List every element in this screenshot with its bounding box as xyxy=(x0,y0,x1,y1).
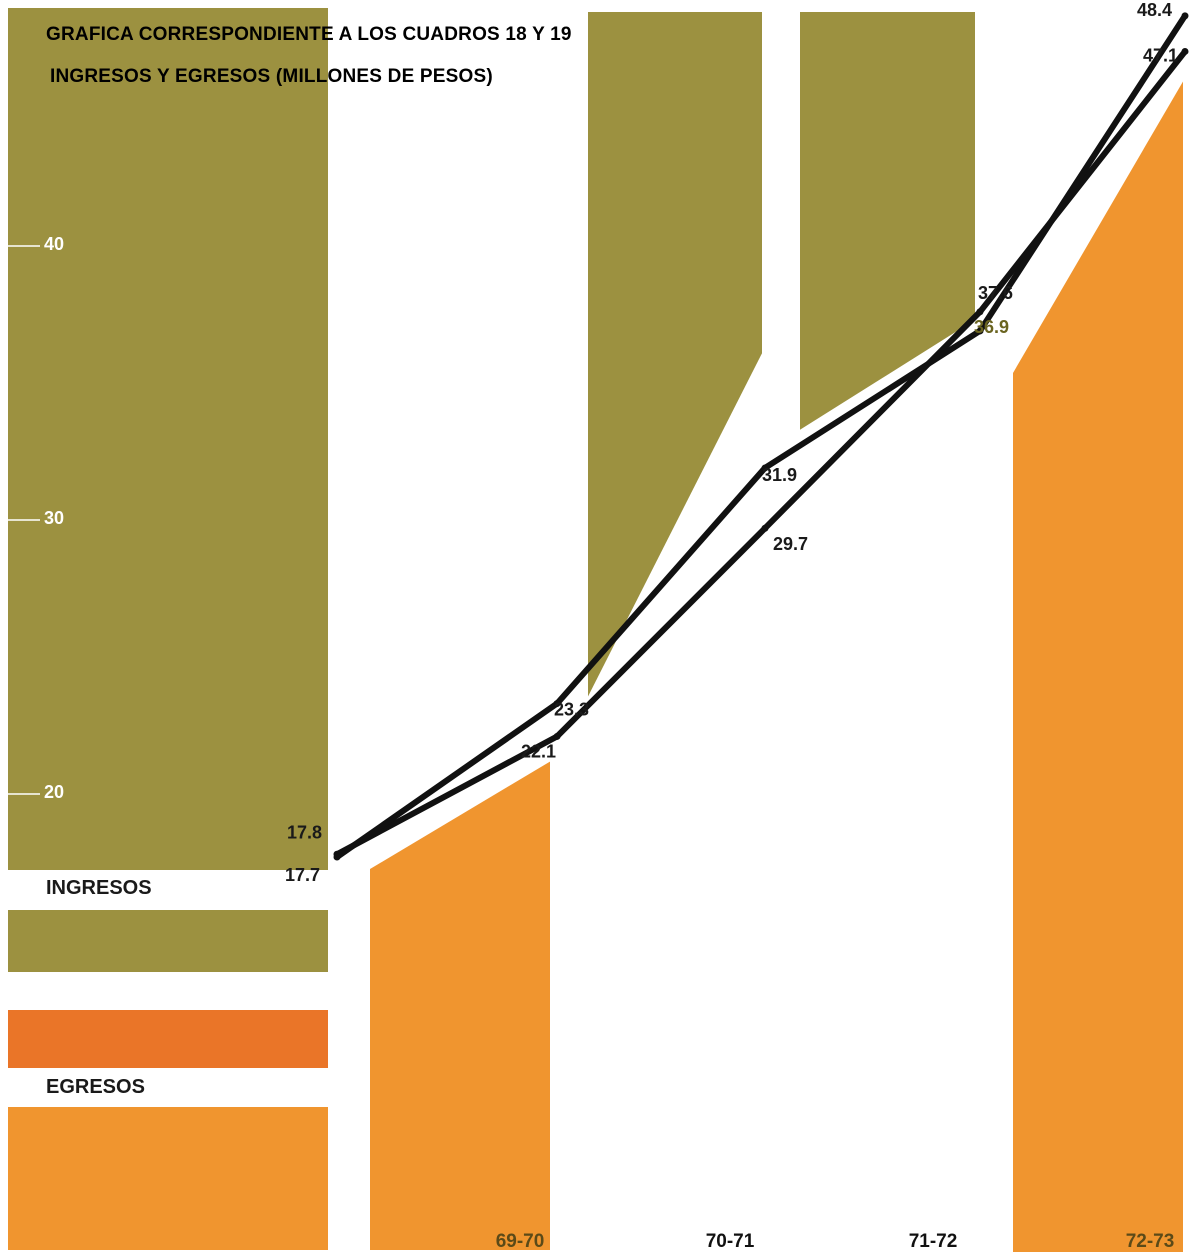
data-label-egresos-71-72: 36.9 xyxy=(974,317,1009,337)
series-point-egresos-70-71 xyxy=(761,464,769,472)
series-point-egresos-69-70 xyxy=(553,700,561,708)
color-bands xyxy=(8,8,1183,1253)
data-labels: 17.8 22.1 29.7 37.6 47.1 17.7 23.3 31.9 36.9 48.4 xyxy=(285,0,1178,885)
y-tick-label-20: 20 xyxy=(44,782,64,802)
ingresos-band-68-69 xyxy=(8,8,328,870)
series-lines xyxy=(333,12,1189,861)
egresos-legend-swatch xyxy=(8,1010,328,1068)
data-label-ingresos-70-71: 29.7 xyxy=(773,534,808,554)
chart-title: GRAFICA CORRESPONDIENTE A LOS CUADROS 18… xyxy=(46,24,572,45)
y-tick-label-30: 30 xyxy=(44,508,64,528)
x-tick-label-71-72: 71-72 xyxy=(909,1231,958,1252)
series-point-egresos-71-72 xyxy=(976,327,984,335)
series-point-ingresos-70-71 xyxy=(761,524,769,532)
x-tick-label-72-73: 72-73 xyxy=(1126,1231,1175,1252)
legend-label-ingresos: INGRESOS xyxy=(46,877,152,899)
data-label-egresos-70-71: 31.9 xyxy=(762,465,797,485)
series-point-egresos-72-73 xyxy=(1181,12,1189,20)
ingresos-band-70-71 xyxy=(588,12,762,697)
chart-subtitle: INGRESOS Y EGRESOS (MILLONES DE PESOS) xyxy=(50,66,493,87)
x-tick-label-69-70: 69-70 xyxy=(496,1231,545,1252)
ingresos-legend-swatch xyxy=(8,910,328,972)
x-tick-label-70-71: 70-71 xyxy=(706,1231,755,1252)
legend: INGRESOS EGRESOS xyxy=(8,877,328,1250)
egresos-band-72-73 xyxy=(1013,81,1183,1253)
series-point-egresos-68-69 xyxy=(333,853,341,861)
data-label-egresos-72-73: 48.4 xyxy=(1137,0,1172,20)
series-point-ingresos-69-70 xyxy=(553,732,561,740)
data-label-ingresos-71-72: 37.6 xyxy=(978,283,1013,303)
data-label-ingresos-72-73: 47.1 xyxy=(1143,45,1178,65)
egresos-band-69-70 xyxy=(370,761,550,1250)
data-label-ingresos-68-69: 17.8 xyxy=(287,822,322,842)
series-point-ingresos-72-73 xyxy=(1181,47,1189,55)
data-label-ingresos-69-70: 22.1 xyxy=(521,741,556,761)
series-point-ingresos-71-72 xyxy=(976,308,984,316)
data-label-egresos-68-69: 17.7 xyxy=(285,865,320,885)
legend-label-egresos: EGRESOS xyxy=(46,1076,145,1098)
y-tick-label-40: 40 xyxy=(44,234,64,254)
ingresos-band-71-72 xyxy=(800,12,975,430)
egresos-legend-block xyxy=(8,1107,328,1250)
data-label-egresos-69-70: 23.3 xyxy=(554,700,589,720)
